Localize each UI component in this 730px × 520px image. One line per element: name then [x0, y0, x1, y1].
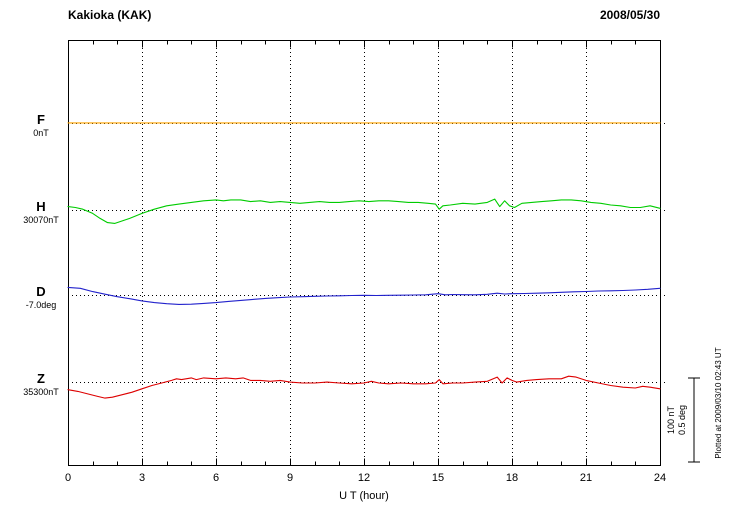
- x-tick-label: 24: [654, 472, 666, 484]
- scale-bar-nt-label: 100 nT: [666, 405, 676, 434]
- trace-label-F: F: [37, 112, 45, 127]
- x-tick-label: 9: [287, 472, 293, 484]
- trace-D: [67, 286, 661, 305]
- trace-offset-label-H: 30070nT: [23, 215, 59, 225]
- trace-label-Z: Z: [37, 371, 45, 386]
- scale-bar: 100 nT 0.5 deg: [666, 377, 700, 463]
- station-title: Kakioka (KAK): [68, 8, 151, 22]
- x-axis-label: U T (hour): [339, 490, 389, 502]
- trace-offset-label-D: -7.0deg: [26, 300, 57, 310]
- plotted-at-note: Plotted at 2009/03/10 02:43 UT: [714, 347, 723, 458]
- trace-Z: [67, 375, 661, 399]
- trace-label-H: H: [36, 199, 45, 214]
- trace-label-D: D: [36, 284, 45, 299]
- trace-offset-label-F: 0nT: [33, 128, 49, 138]
- scale-bar-mark: [688, 377, 700, 463]
- x-tick-label: 18: [506, 472, 518, 484]
- x-tick-label: 3: [139, 472, 145, 484]
- x-tick-label: 15: [432, 472, 444, 484]
- scale-bar-deg-label: 0.5 deg: [677, 405, 687, 435]
- plot-date: 2008/05/30: [600, 8, 660, 22]
- x-tick-label: 6: [213, 472, 219, 484]
- trace-H: [67, 198, 661, 224]
- x-tick-label: 21: [580, 472, 592, 484]
- x-tick-label: 0: [65, 472, 71, 484]
- x-tick-label: 12: [358, 472, 370, 484]
- trace-offset-label-Z: 35300nT: [23, 387, 59, 397]
